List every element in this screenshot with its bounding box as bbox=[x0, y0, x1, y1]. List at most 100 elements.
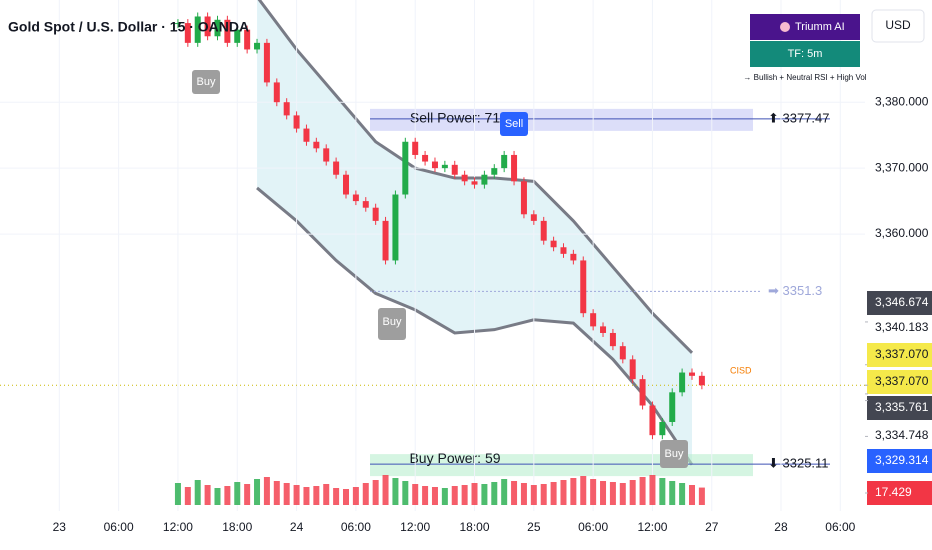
candle bbox=[254, 42, 261, 50]
volume-bar bbox=[224, 486, 231, 505]
volume-bar bbox=[629, 480, 636, 505]
candle bbox=[550, 240, 557, 248]
x-tick-label: 12:00 bbox=[637, 520, 667, 534]
volume-bar bbox=[204, 485, 211, 505]
x-tick-label: 06:00 bbox=[341, 520, 371, 534]
candle bbox=[234, 29, 241, 43]
volume-bar bbox=[283, 483, 290, 505]
sell_zone-label: ⬆ 3377.47 bbox=[768, 110, 830, 125]
x-tick-label: 06:00 bbox=[578, 520, 608, 534]
candle bbox=[303, 128, 310, 142]
buy-badge bbox=[378, 308, 406, 340]
price-tag bbox=[867, 481, 932, 505]
volume-bar bbox=[471, 483, 478, 505]
candle bbox=[362, 201, 369, 208]
volume-bar bbox=[600, 481, 607, 505]
candle bbox=[540, 220, 547, 241]
volume-bar bbox=[501, 479, 508, 505]
candle bbox=[461, 174, 468, 182]
candle bbox=[689, 372, 695, 376]
volume-bar bbox=[689, 485, 695, 505]
currency[interactable]: USD bbox=[885, 18, 911, 32]
candle bbox=[481, 174, 488, 185]
candle bbox=[659, 421, 666, 436]
candle bbox=[590, 313, 597, 327]
volume-bar bbox=[333, 488, 340, 505]
candle bbox=[669, 392, 676, 422]
sell-badge bbox=[500, 112, 528, 136]
price-tag-label: 17.429 bbox=[875, 485, 912, 499]
volume-bar bbox=[303, 487, 310, 505]
buy-badge bbox=[192, 70, 220, 94]
candle bbox=[402, 141, 409, 195]
candle bbox=[313, 141, 320, 149]
overlay-layer: Sell Power: 71 ⬆ 3377.47 Buy Power: 59 ⬇ 33… bbox=[0, 0, 932, 534]
candle bbox=[471, 181, 478, 185]
volume-bar bbox=[372, 480, 379, 505]
volume-bar bbox=[234, 482, 241, 505]
price-tag-label: 3,335.761 bbox=[875, 400, 929, 414]
candle bbox=[244, 29, 251, 50]
candle bbox=[698, 375, 705, 386]
volume-bar bbox=[659, 478, 666, 505]
x-tick-label: 18:00 bbox=[459, 520, 489, 534]
candle bbox=[649, 405, 656, 436]
candle bbox=[174, 23, 181, 25]
candle bbox=[273, 82, 280, 103]
buy_zone-label: ⬇ 3325.11 bbox=[768, 456, 829, 471]
volume-bar bbox=[254, 479, 261, 505]
candle bbox=[580, 260, 587, 314]
price-tag-label: 3,337.070 bbox=[875, 347, 929, 361]
volume-bar bbox=[540, 484, 547, 505]
price-tag-label: 3,340.183 bbox=[875, 320, 929, 334]
volume-bar bbox=[273, 481, 280, 505]
volume-bar bbox=[362, 483, 369, 505]
panel-tf: TF: 5m bbox=[788, 48, 823, 60]
candle bbox=[392, 194, 399, 261]
x-tick-label: 12:00 bbox=[400, 520, 430, 534]
price-tag bbox=[867, 370, 932, 394]
sell_zone-title: Sell Power: 71 bbox=[410, 110, 500, 126]
candle bbox=[382, 220, 389, 261]
volume-bar bbox=[244, 484, 251, 505]
candle bbox=[323, 148, 330, 162]
volume-bar bbox=[343, 489, 349, 505]
volume-bar bbox=[570, 478, 577, 505]
candle bbox=[352, 194, 359, 202]
candle bbox=[343, 174, 349, 195]
volume-bar bbox=[619, 483, 626, 505]
buy_zone-title: Buy Power: 59 bbox=[409, 450, 500, 466]
x-tick-label: 25 bbox=[527, 520, 541, 534]
candle bbox=[431, 161, 438, 169]
volume-bar bbox=[580, 476, 587, 505]
candle bbox=[204, 16, 211, 37]
candle bbox=[441, 164, 448, 169]
candle bbox=[263, 42, 270, 83]
volume-bar bbox=[184, 487, 191, 505]
volume-bar bbox=[422, 486, 429, 505]
candle bbox=[679, 372, 686, 393]
volume-bar bbox=[491, 482, 498, 505]
panel-note: → Bullish + Neutral RSI + High Vol bbox=[743, 73, 866, 82]
candle bbox=[412, 141, 419, 155]
currency-button[interactable] bbox=[871, 9, 925, 43]
y-tick-label: 3,380.000 bbox=[875, 94, 929, 108]
volume-bar bbox=[451, 486, 458, 505]
candle bbox=[451, 164, 458, 175]
candle bbox=[293, 115, 300, 129]
buy-badge bbox=[660, 440, 688, 468]
candle bbox=[372, 207, 379, 221]
price-tag-label: 3,334.748 bbox=[875, 428, 929, 442]
volume-bar bbox=[461, 485, 468, 505]
volume-bar bbox=[214, 488, 221, 505]
price-tag-label: 3,346.674 bbox=[875, 295, 929, 309]
volume-bar bbox=[649, 475, 656, 505]
volume-bar bbox=[263, 477, 270, 505]
candle bbox=[511, 154, 518, 182]
candle bbox=[333, 161, 340, 175]
candle bbox=[600, 326, 607, 333]
sell_zone-bg bbox=[370, 108, 753, 131]
candle bbox=[520, 181, 527, 215]
x-tick-label: 23 bbox=[53, 520, 67, 534]
